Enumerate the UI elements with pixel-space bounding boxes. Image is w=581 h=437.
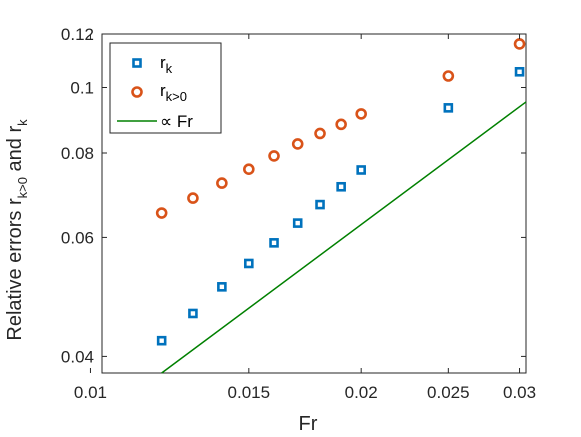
y-axis-title: Relative errors rk>0 and rk	[4, 119, 30, 341]
data-point-rk0	[442, 70, 455, 82]
data-point-rk	[244, 258, 254, 269]
data-point-rk	[514, 66, 525, 77]
legend-label-rk: rk	[160, 53, 173, 76]
data-point-rk0	[291, 138, 304, 150]
data-point-rk0	[513, 38, 526, 50]
proportional-line	[161, 101, 527, 374]
data-point-rk	[443, 103, 454, 113]
data-point-rk	[292, 218, 303, 228]
data-point-rk	[356, 165, 366, 175]
data-point-rk	[217, 282, 227, 292]
x-tick-label: 0.01	[74, 383, 107, 402]
y-tick-label: 0.08	[61, 144, 94, 163]
x-tick-label: 0.02	[345, 383, 378, 402]
x-axis-title: Fr	[299, 413, 318, 435]
data-point-rk0	[155, 207, 168, 219]
y-tick-label: 0.1	[70, 79, 94, 98]
data-point-rk0	[216, 177, 228, 189]
y-tick-label: 0.12	[61, 25, 94, 44]
y-axis-title-part1: Relative errors r	[4, 198, 26, 341]
data-point-rk0	[187, 192, 199, 204]
y-axis-title-sub2: k	[15, 119, 30, 126]
data-point-rk0	[268, 150, 280, 162]
data-point-rk	[156, 335, 167, 346]
data-point-rk	[269, 238, 279, 248]
y-tick-label: 0.06	[61, 228, 94, 247]
y-axis-title-part2: and r	[4, 126, 26, 177]
data-point-rk0	[314, 127, 326, 140]
legend-marker-rk	[132, 58, 142, 68]
legend-label-rk0: rk>0	[160, 81, 187, 104]
legend-marker-rk0	[131, 86, 143, 98]
legend-label-proportional: ∝ Fr	[160, 112, 193, 131]
x-tick-label: 0.025	[427, 383, 470, 402]
y-axis: 0.04 0.06 0.08 0.1 0.12	[61, 25, 526, 366]
x-axis: 0.01 0.015 0.02 0.025 0.03	[74, 34, 536, 402]
legend-box	[109, 42, 222, 134]
data-point-rk	[336, 181, 346, 192]
y-axis-title-sub1: k>0	[15, 177, 30, 198]
x-tick-label: 0.015	[228, 383, 271, 402]
data-point-rk0	[243, 163, 255, 176]
legend: rk rk>0 ∝ Fr	[109, 42, 222, 134]
data-point-rk	[315, 199, 325, 210]
series-layer	[155, 38, 527, 374]
x-tick-label: 0.03	[503, 383, 536, 402]
data-point-rk	[188, 308, 198, 319]
data-point-rk0	[335, 118, 347, 131]
y-tick-label: 0.04	[61, 347, 94, 366]
data-point-rk0	[355, 108, 367, 120]
